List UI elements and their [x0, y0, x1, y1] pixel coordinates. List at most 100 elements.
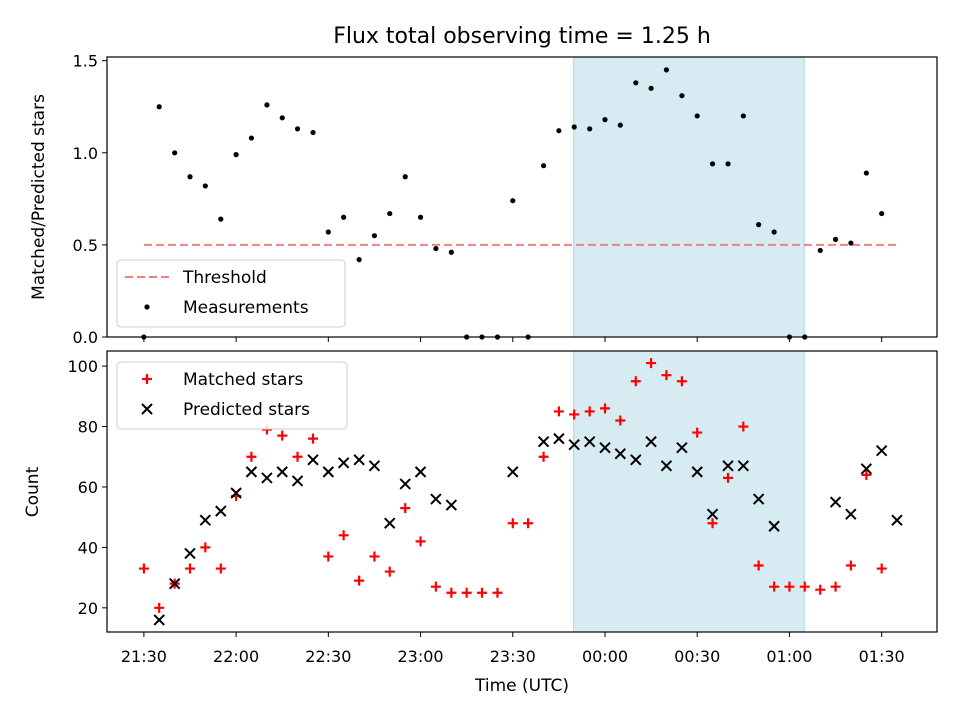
y-tick-label: 100	[67, 357, 98, 376]
x-tick-label: 21:30	[121, 647, 167, 666]
data-point	[568, 438, 580, 451]
data-point	[538, 451, 549, 462]
data-point	[507, 518, 518, 529]
data-point	[399, 478, 411, 490]
ratio-panel: 0.0 0.5 1.0 1.5 Threshold Measurements	[73, 52, 938, 347]
legend-marker	[141, 403, 153, 415]
data-point	[387, 210, 393, 217]
legend-box	[116, 259, 346, 328]
data-point	[492, 587, 503, 598]
y-tick-label: 0.5	[73, 236, 98, 255]
y-tick-label: 40	[78, 538, 98, 557]
legend-label: Predicted stars	[183, 400, 310, 420]
data-point	[537, 435, 550, 448]
data-point	[768, 520, 780, 532]
data-point	[753, 560, 764, 571]
data-point	[845, 560, 856, 571]
data-point	[338, 530, 349, 541]
data-point	[276, 466, 288, 478]
data-point	[832, 236, 839, 242]
data-point	[615, 415, 626, 426]
data-point	[277, 430, 288, 441]
data-point	[630, 454, 642, 466]
data-point	[308, 433, 319, 444]
shaded-span-count	[573, 350, 805, 633]
data-point	[461, 587, 472, 598]
x-axis-label: Time (UTC)	[474, 676, 569, 696]
x-tick-label: 01:30	[859, 647, 905, 666]
data-point	[660, 460, 673, 472]
data-point	[371, 233, 378, 239]
data-point	[430, 493, 442, 505]
data-point	[261, 472, 273, 484]
data-point	[879, 210, 885, 217]
data-point	[264, 102, 270, 108]
data-point	[448, 249, 454, 255]
data-point	[322, 466, 335, 478]
data-point	[679, 93, 685, 99]
series-matched-stars	[138, 358, 887, 613]
data-point	[633, 80, 639, 86]
data-point	[294, 126, 301, 132]
x-tick-label: 23:00	[398, 647, 444, 666]
data-point	[414, 466, 427, 478]
data-point	[817, 247, 823, 254]
data-point	[876, 563, 887, 574]
data-point	[510, 198, 516, 204]
data-point	[168, 577, 181, 590]
data-point	[433, 245, 439, 252]
legend-ratio: Threshold Measurements	[116, 259, 346, 328]
y-axis-label-ratio: Matched/Predicted stars	[29, 94, 49, 300]
plot-frame-count	[106, 350, 938, 633]
legend-label: Matched stars	[183, 370, 303, 390]
y-tick-label: 20	[78, 599, 98, 618]
x-tick-label: 22:00	[213, 647, 259, 666]
data-point	[292, 451, 303, 462]
data-point	[692, 427, 703, 438]
data-point	[722, 460, 734, 472]
data-point	[402, 174, 408, 180]
data-point	[661, 370, 672, 381]
legend-count: Matched stars Predicted stars	[116, 361, 348, 430]
data-point	[185, 563, 195, 574]
data-point	[187, 174, 193, 180]
data-point	[769, 581, 780, 592]
y-tick-label: 1.5	[73, 52, 98, 71]
data-point	[553, 406, 564, 417]
data-point	[617, 122, 623, 128]
data-point	[446, 587, 457, 598]
data-point	[829, 496, 842, 508]
data-point	[691, 466, 703, 478]
data-point	[507, 466, 519, 478]
data-point	[153, 614, 165, 626]
x-tick-label: 22:30	[305, 647, 351, 666]
data-point	[325, 229, 331, 235]
data-point	[556, 128, 562, 134]
data-point	[215, 505, 227, 517]
data-point	[540, 163, 547, 169]
x-tick-label: 00:00	[582, 647, 628, 666]
data-point	[709, 161, 716, 167]
data-point	[417, 214, 424, 220]
data-point	[740, 113, 746, 119]
shaded-span-ratio	[573, 56, 805, 338]
data-point	[584, 406, 595, 417]
data-point	[587, 126, 593, 132]
data-point	[199, 514, 212, 526]
data-point	[476, 587, 487, 598]
data-point	[341, 214, 347, 220]
y-tick-label: 1.0	[73, 144, 98, 163]
data-point	[353, 454, 365, 466]
data-point	[645, 435, 657, 448]
data-point	[415, 536, 426, 547]
data-point	[307, 454, 319, 466]
data-point	[848, 240, 854, 246]
series-predicted-stars	[153, 432, 903, 626]
y-axis-label-count: Count	[23, 466, 43, 517]
data-point	[248, 135, 255, 141]
data-point	[172, 150, 178, 156]
data-point	[245, 466, 258, 478]
data-point	[737, 460, 750, 472]
y-tick-label: 60	[78, 478, 98, 497]
data-point	[756, 222, 762, 228]
